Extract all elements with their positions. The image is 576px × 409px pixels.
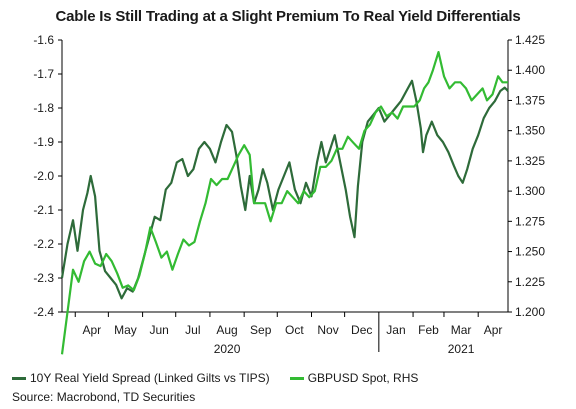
- y-left-tick-label: -2.2: [33, 237, 54, 251]
- y-right-tick-label: 1.350: [515, 124, 545, 138]
- legend-item-real-yield-spread: 10Y Real Yield Spread (Linked Gilts vs T…: [12, 371, 270, 385]
- legend-item-gbpusd-spot: GBPUSD Spot, RHS: [289, 371, 419, 385]
- y-right-tick-label: 1.200: [515, 305, 545, 319]
- y-right-tick-label: 1.225: [515, 275, 545, 289]
- y-right-tick-label: 1.375: [515, 93, 545, 107]
- y-left-tick-label: -1.8: [33, 101, 54, 115]
- legend-label-real-yield-spread: 10Y Real Yield Spread (Linked Gilts vs T…: [30, 371, 270, 385]
- y-right-tick-label: 1.250: [515, 245, 545, 259]
- x-tick-label: Oct: [285, 323, 304, 337]
- y-left-tick-label: -1.9: [33, 135, 54, 149]
- x-tick-label: Jan: [386, 323, 405, 337]
- y-left-tick-label: -2.4: [33, 305, 54, 319]
- chart-series: [60, 51, 509, 355]
- legend-swatch-real-yield-spread: [12, 376, 26, 380]
- y-left-tick-label: -1.6: [33, 33, 54, 47]
- chart-title: Cable Is Still Trading at a Slight Premi…: [55, 8, 521, 25]
- y-right-tick-label: 1.400: [515, 63, 545, 77]
- y-left-tick-label: -1.7: [33, 67, 54, 81]
- x-tick-label: May: [114, 323, 137, 337]
- x-tick-label: Jul: [185, 323, 200, 337]
- series-line-gbpusd-spot: [60, 51, 508, 355]
- x-tick-label: Jun: [149, 323, 168, 337]
- chart-ticks: -1.6 -1.7 -1.8 -1.9 -2.0 -2.1 -2.2 -2.3 -2.4 1.42…: [33, 33, 545, 356]
- legend-swatch-gbpusd-spot: [289, 376, 304, 380]
- y-right-tick-label: 1.300: [515, 184, 545, 198]
- series-line-real-yield-spread: [60, 79, 509, 300]
- x-tick-label: Mar: [451, 323, 472, 337]
- x-tick-label: Sep: [250, 323, 272, 337]
- y-right-tick-label: 1.325: [515, 154, 545, 168]
- x-tick-label: Apr: [484, 323, 503, 337]
- x-year-label: 2021: [448, 342, 475, 356]
- y-left-tick-label: -2.0: [33, 169, 54, 183]
- y-left-tick-label: -2.1: [33, 203, 54, 217]
- x-tick-label: Apr: [82, 323, 101, 337]
- y-left-tick-label: -2.3: [33, 271, 54, 285]
- x-tick-label: Aug: [216, 323, 237, 337]
- chart-legend: 10Y Real Yield Spread (Linked Gilts vs T…: [12, 371, 418, 385]
- x-tick-label: Dec: [351, 323, 372, 337]
- x-tick-label: Feb: [418, 323, 439, 337]
- source-note: Source: Macrobond, TD Securities: [12, 390, 196, 404]
- legend-label-gbpusd-spot: GBPUSD Spot, RHS: [307, 371, 419, 385]
- y-right-tick-label: 1.275: [515, 214, 545, 228]
- y-right-tick-label: 1.425: [515, 33, 545, 47]
- x-tick-label: Nov: [317, 323, 338, 337]
- x-year-label: 2020: [214, 342, 241, 356]
